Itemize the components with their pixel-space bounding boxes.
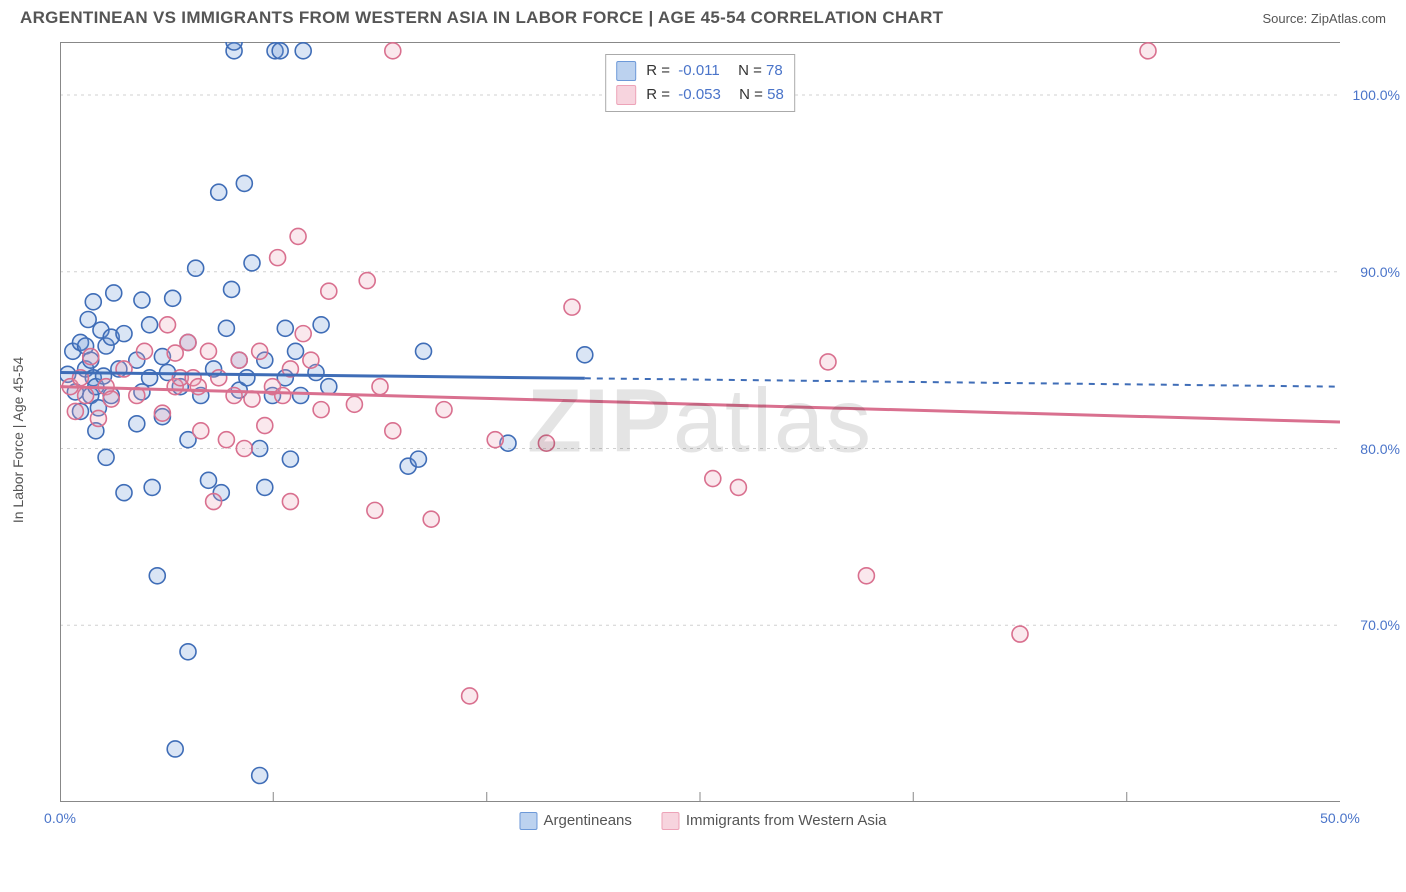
y-tick-label: 100.0%: [1353, 87, 1400, 103]
y-axis-label: In Labor Force | Age 45-54: [10, 357, 26, 523]
legend-bottom-item: Argentineans: [519, 812, 631, 830]
chart-area: In Labor Force | Age 45-54 ZIPatlas R = …: [20, 32, 1386, 832]
y-tick-label: 70.0%: [1360, 617, 1400, 633]
chart-title: ARGENTINEAN VS IMMIGRANTS FROM WESTERN A…: [20, 8, 943, 28]
plot-svg: [60, 42, 1340, 802]
y-tick-label: 90.0%: [1360, 264, 1400, 280]
y-tick-label: 80.0%: [1360, 441, 1400, 457]
legend-top: R = -0.011 N = 78R = -0.053 N = 58: [605, 54, 795, 112]
source-text: Source: ZipAtlas.com: [1262, 11, 1386, 26]
legend-top-row: R = -0.011 N = 78: [616, 59, 784, 83]
plot: ZIPatlas R = -0.011 N = 78R = -0.053 N =…: [60, 42, 1340, 802]
x-tick-label: 50.0%: [1320, 810, 1360, 826]
x-tick-label: 0.0%: [44, 810, 76, 826]
legend-top-row: R = -0.053 N = 58: [616, 83, 784, 107]
legend-bottom: Argentineans Immigrants from Western Asia: [519, 812, 886, 830]
header: ARGENTINEAN VS IMMIGRANTS FROM WESTERN A…: [0, 0, 1406, 32]
legend-bottom-item: Immigrants from Western Asia: [662, 812, 887, 830]
